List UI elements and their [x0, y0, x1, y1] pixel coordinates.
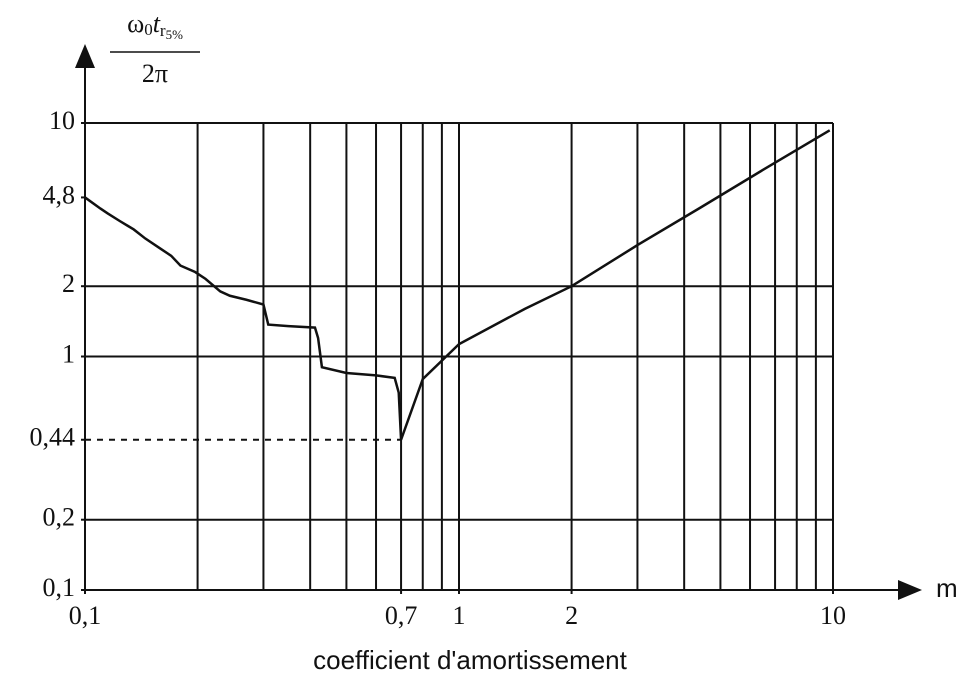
x-tick-label: 1 — [453, 601, 466, 630]
y-tick-label: 1 — [62, 339, 75, 368]
y-tick-label: 4,8 — [43, 180, 76, 209]
x-tick-label: 0,7 — [385, 601, 418, 630]
curve — [84, 129, 831, 441]
y-label-numerator: ω0tr5% — [127, 9, 183, 42]
y-tick-label: 0,1 — [43, 573, 76, 602]
y-label-denominator: 2π — [142, 59, 168, 88]
x-tick-label: 0,1 — [69, 601, 102, 630]
x-axis-symbol: m — [936, 573, 958, 603]
x-tick-label: 2 — [565, 601, 578, 630]
y-tick-label: 0,44 — [30, 423, 76, 452]
y-tick-label: 10 — [49, 106, 75, 135]
x-label: coefficient d'amortissement — [313, 645, 628, 675]
x-tick-label: 10 — [820, 601, 846, 630]
y-tick-label: 2 — [62, 269, 75, 298]
y-tick-label: 0,2 — [43, 503, 76, 532]
